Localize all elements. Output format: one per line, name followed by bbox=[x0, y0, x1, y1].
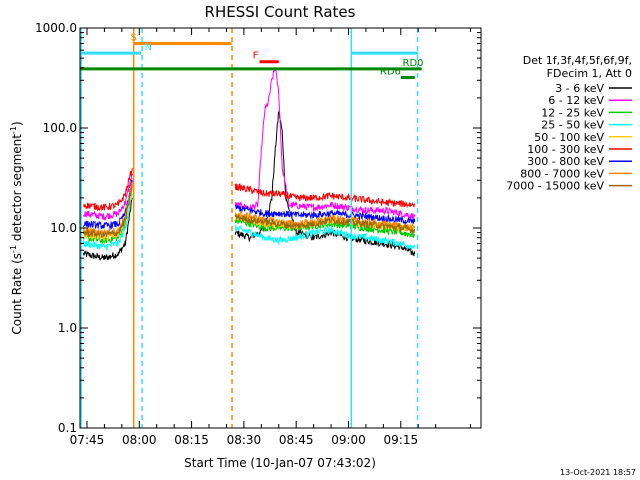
series-layer bbox=[83, 67, 416, 261]
legend-label: 7000 - 15000 keV bbox=[506, 180, 604, 193]
y-axis-label-exponent: -1 bbox=[9, 245, 18, 253]
series-line-4 bbox=[234, 224, 416, 250]
legend-label: 50 - 100 keV bbox=[534, 131, 604, 144]
y-tick-label: 1.0 bbox=[58, 321, 77, 335]
status-bar-label: S bbox=[131, 32, 137, 43]
x-tick-label: 08:00 bbox=[122, 433, 157, 447]
y-axis-label-part: ) bbox=[10, 121, 24, 126]
y-axis-ticks: 0.1 1.0 10.0 100.0 1000.0 bbox=[35, 21, 481, 435]
x-tick-label: 07:45 bbox=[70, 433, 105, 447]
x-tick-label: 09:15 bbox=[384, 433, 419, 447]
series-line-2 bbox=[83, 173, 133, 221]
y-tick-label: 0.1 bbox=[58, 421, 77, 435]
y-tick-label: 100.0 bbox=[43, 121, 77, 135]
legend-label: 6 - 12 keV bbox=[548, 94, 604, 107]
legend-label: 25 - 50 keV bbox=[541, 119, 604, 132]
y-tick-label: 1000.0 bbox=[35, 21, 77, 35]
y-axis-label-part: Count Rate (s bbox=[10, 253, 24, 335]
status-bar-label: N bbox=[145, 42, 152, 53]
marker-lines bbox=[80, 28, 419, 428]
series-line-6 bbox=[234, 183, 416, 209]
legend-label: 300 - 800 keV bbox=[527, 155, 604, 168]
y-axis-label-part: detector segment bbox=[10, 134, 24, 245]
series-line-7 bbox=[83, 180, 133, 231]
timestamp-footer: 13-Oct-2021 18:57 bbox=[560, 468, 636, 477]
legend-label: 800 - 7000 keV bbox=[520, 167, 604, 180]
status-bar-label: RD0 bbox=[403, 58, 424, 69]
series-line-4 bbox=[83, 193, 133, 252]
status-bar-label: RD6 bbox=[380, 66, 401, 77]
x-tick-label: 08:15 bbox=[174, 433, 209, 447]
chart-title: RHESSI Count Rates bbox=[205, 3, 356, 21]
status-bar-label: F bbox=[253, 51, 259, 62]
x-tick-label: 09:00 bbox=[331, 433, 366, 447]
legend: Det 1f,3f,4f,5f,6f,9f, FDecim 1, Att 0 3… bbox=[506, 54, 632, 193]
series-line-9 bbox=[83, 183, 133, 239]
series-line-2 bbox=[234, 67, 416, 221]
y-axis-label: Count Rate (s-1 detector segment-1) bbox=[9, 121, 24, 334]
legend-label: 100 - 300 keV bbox=[527, 143, 604, 156]
x-tick-label: 08:30 bbox=[227, 433, 262, 447]
series-line-6 bbox=[83, 167, 133, 212]
series-line-1 bbox=[83, 197, 133, 261]
x-axis-label: Start Time (10-Jan-07 07:43:02) bbox=[184, 456, 376, 470]
legend-label: 3 - 6 keV bbox=[555, 82, 604, 95]
y-tick-label: 10.0 bbox=[50, 221, 77, 235]
x-axis-ticks: 07:45 08:00 08:15 08:30 08:45 09:00 09:15 bbox=[70, 28, 472, 447]
legend-header: Det 1f,3f,4f,5f,6f,9f, bbox=[523, 54, 632, 67]
y-axis-label-exponent: -1 bbox=[9, 126, 18, 134]
series-line-7 bbox=[234, 204, 416, 225]
legend-header: FDecim 1, Att 0 bbox=[547, 67, 632, 80]
legend-label: 12 - 25 keV bbox=[541, 106, 604, 119]
x-tick-label: 08:45 bbox=[279, 433, 314, 447]
series-line-9 bbox=[234, 214, 416, 234]
